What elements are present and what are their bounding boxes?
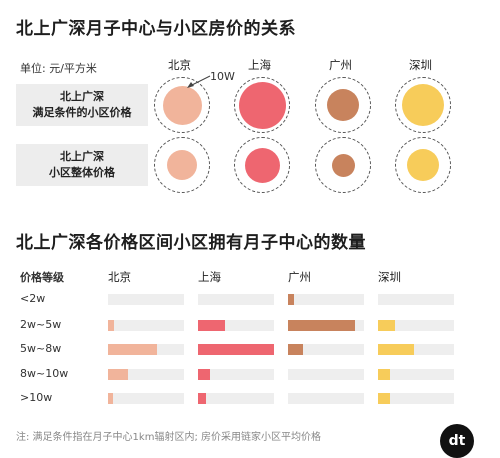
reference-circle-10w bbox=[315, 77, 371, 133]
tier-header: 价格等级 bbox=[20, 271, 64, 284]
price-bubble-0-2 bbox=[327, 89, 359, 121]
reference-circle-10w bbox=[154, 77, 210, 133]
bar-1-4 bbox=[198, 393, 206, 404]
bar-track bbox=[288, 344, 364, 355]
bar-track bbox=[378, 369, 454, 380]
annotation-arrow bbox=[187, 75, 211, 88]
city-header-1: 上海 bbox=[248, 58, 271, 72]
bar-track bbox=[288, 369, 364, 380]
tier-label-3: 8w~10w bbox=[20, 367, 69, 380]
bar-city-header-1: 上海 bbox=[198, 270, 221, 284]
bar-1-1 bbox=[198, 320, 225, 331]
bar-0-2 bbox=[108, 344, 157, 355]
bar-3-1 bbox=[378, 320, 395, 331]
bar-1-3 bbox=[198, 369, 210, 380]
bar-0-3 bbox=[108, 369, 128, 380]
bar-track bbox=[198, 344, 274, 355]
bar-track bbox=[108, 294, 184, 305]
bar-0-4 bbox=[108, 393, 113, 404]
bar-3-3 bbox=[378, 369, 390, 380]
bar-track bbox=[108, 369, 184, 380]
price-bubble-0-0 bbox=[162, 85, 202, 125]
bar-track bbox=[198, 369, 274, 380]
price-row-line1: 北上广深 bbox=[60, 150, 104, 163]
tier-label-2: 5w~8w bbox=[20, 342, 62, 355]
annotation-10w: 10W bbox=[210, 70, 235, 83]
unit-label: 单位: 元/平方米 bbox=[20, 62, 97, 75]
bar-3-2 bbox=[378, 344, 414, 355]
price-bubble-1-3 bbox=[407, 149, 439, 181]
price-bubble-1-0 bbox=[167, 150, 197, 180]
price-bubble-1-2 bbox=[331, 153, 355, 177]
bar-track bbox=[378, 393, 454, 404]
bar-2-2 bbox=[288, 344, 303, 355]
bar-track bbox=[288, 294, 364, 305]
bar-track bbox=[378, 294, 454, 305]
bar-3-4 bbox=[378, 393, 390, 404]
price-row-line2: 满足条件的小区价格 bbox=[32, 106, 132, 119]
footnote: 注: 满足条件指在月子中心1km辐射区内; 房价采用链家小区平均价格 bbox=[16, 432, 321, 443]
top-title: 北上广深月子中心与小区房价的关系 bbox=[16, 19, 296, 39]
price-row-line2: 小区整体价格 bbox=[49, 166, 115, 179]
bar-city-header-2: 广州 bbox=[288, 270, 311, 284]
price-row-line1: 北上广深 bbox=[60, 90, 104, 103]
bar-track bbox=[198, 320, 274, 331]
bar-2-0 bbox=[288, 294, 294, 305]
price-bubble-1-1 bbox=[244, 147, 280, 183]
bar-track bbox=[108, 344, 184, 355]
price-bubble-0-3 bbox=[402, 84, 444, 126]
reference-circle-10w bbox=[315, 137, 371, 193]
reference-circle-10w bbox=[234, 137, 290, 193]
bar-city-header-0: 北京 bbox=[108, 270, 131, 284]
brand-logo: dt bbox=[440, 424, 474, 458]
price-row-label-1: 北上广深小区整体价格 bbox=[16, 144, 148, 186]
tier-label-4: >10w bbox=[20, 391, 53, 404]
city-header-0: 北京 bbox=[168, 58, 191, 72]
second-title: 北上广深各价格区间小区拥有月子中心的数量 bbox=[16, 233, 366, 253]
bar-track bbox=[378, 320, 454, 331]
city-header-2: 广州 bbox=[329, 58, 352, 72]
reference-circle-10w bbox=[395, 137, 451, 193]
bar-2-1 bbox=[288, 320, 355, 331]
price-bubble-0-1 bbox=[238, 81, 286, 129]
bar-track bbox=[288, 393, 364, 404]
bar-track bbox=[198, 393, 274, 404]
tier-label-1: 2w~5w bbox=[20, 318, 62, 331]
bar-track bbox=[108, 320, 184, 331]
city-header-3: 深圳 bbox=[409, 58, 432, 72]
reference-circle-10w bbox=[234, 77, 290, 133]
tier-label-0: <2w bbox=[20, 292, 46, 305]
price-row-label-0: 北上广深满足条件的小区价格 bbox=[16, 84, 148, 126]
bar-track bbox=[288, 320, 364, 331]
bar-1-2 bbox=[198, 344, 274, 355]
bar-city-header-3: 深圳 bbox=[378, 270, 401, 284]
reference-circle-10w bbox=[154, 137, 210, 193]
bar-track bbox=[378, 344, 454, 355]
bar-track bbox=[108, 393, 184, 404]
reference-circle-10w bbox=[395, 77, 451, 133]
bar-0-1 bbox=[108, 320, 114, 331]
bar-track bbox=[198, 294, 274, 305]
